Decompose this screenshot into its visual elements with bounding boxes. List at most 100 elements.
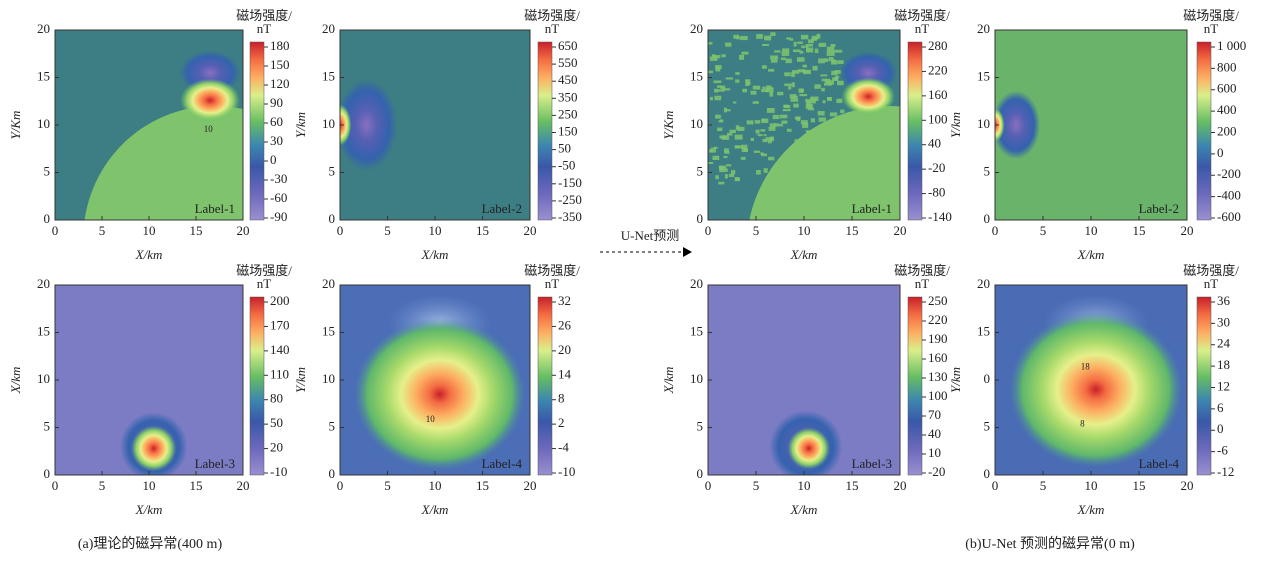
contour-label: 10 xyxy=(204,124,214,134)
field-noise xyxy=(708,70,714,74)
y-tick-label: 20 xyxy=(322,276,335,291)
field-noise xyxy=(791,72,795,77)
field-noise xyxy=(820,130,829,135)
field-noise xyxy=(782,48,790,52)
field-noise xyxy=(753,150,761,153)
field-noise xyxy=(724,168,728,172)
field-noise xyxy=(708,161,714,165)
y-tick-label: 5 xyxy=(984,163,991,178)
field-noise xyxy=(836,170,841,174)
x-tick-label: 5 xyxy=(753,478,760,493)
field-noise xyxy=(817,145,825,148)
field-noise xyxy=(756,169,761,175)
field-noise xyxy=(734,134,743,140)
colorbar xyxy=(1196,41,1212,221)
colorbar-tick-label: 110 xyxy=(270,366,289,381)
field-noise xyxy=(774,177,779,182)
colorbar-title: nT xyxy=(545,21,560,36)
colorbar-tick-label: 350 xyxy=(558,89,578,104)
plot-area xyxy=(708,285,900,475)
field-noise xyxy=(735,79,740,83)
field-noise xyxy=(742,88,748,93)
y-tick-label: 0 xyxy=(697,466,704,481)
x-axis-label: X/km xyxy=(1077,502,1105,517)
colorbar-tick-label: -60 xyxy=(270,190,287,205)
field-noise xyxy=(824,157,832,162)
field-noise xyxy=(811,96,819,102)
x-tick-label: 20 xyxy=(237,478,250,493)
field-noise xyxy=(725,42,732,47)
field-noise xyxy=(811,35,819,40)
y-tick-label: 10 xyxy=(322,371,335,386)
panel-label: Label-2 xyxy=(482,201,522,216)
colorbar xyxy=(537,296,553,476)
y-tick-label: 15 xyxy=(322,323,335,338)
field-noise xyxy=(798,88,804,93)
field-noise xyxy=(802,64,808,68)
y-tick-label: 20 xyxy=(977,21,990,36)
colorbar-tick-label: -10 xyxy=(558,464,575,479)
field-noise xyxy=(736,36,740,40)
field-noise xyxy=(799,50,804,54)
x-tick-label: 20 xyxy=(237,223,250,238)
field-noise xyxy=(773,123,778,127)
field-noise xyxy=(768,68,775,72)
field-anomaly xyxy=(131,425,177,472)
field-noise xyxy=(824,58,829,63)
colorbar-tick-label: -80 xyxy=(928,185,945,200)
field-noise xyxy=(741,51,749,55)
field-anomaly xyxy=(1009,311,1183,468)
y-axis-label: Y/km xyxy=(948,112,963,138)
field-noise xyxy=(837,80,844,86)
arrow-label: U-Net预测 xyxy=(621,228,680,243)
field-noise xyxy=(836,178,844,182)
field-noise xyxy=(760,152,764,155)
panel-label: Label-4 xyxy=(1139,456,1180,471)
field-noise xyxy=(835,176,840,181)
x-axis-label: X/km xyxy=(135,502,163,517)
field-noise xyxy=(737,126,745,131)
colorbar-tick-label: 650 xyxy=(558,38,578,53)
x-tick-label: 10 xyxy=(1085,223,1098,238)
y-tick-label: 5 xyxy=(697,163,704,178)
caption: (a)理论的磁异常(400 m) xyxy=(78,536,223,552)
field-noise xyxy=(808,162,814,167)
field-noise xyxy=(818,117,826,122)
field-noise xyxy=(735,177,739,181)
colorbar-tick-label: 180 xyxy=(270,38,290,53)
plot-area xyxy=(995,30,1187,220)
field-noise xyxy=(836,98,843,104)
field-noise xyxy=(723,88,731,91)
y-tick-label: 5 xyxy=(44,418,51,433)
field-noise xyxy=(794,139,803,142)
colorbar-tick-label: 30 xyxy=(270,133,283,148)
field-noise xyxy=(756,34,763,39)
colorbar-tick-label: 120 xyxy=(270,76,290,91)
x-axis-label: X/km xyxy=(421,247,449,262)
y-tick-label: 20 xyxy=(690,21,703,36)
field-noise xyxy=(792,95,798,98)
field-noise xyxy=(819,178,828,184)
plot-area xyxy=(55,30,243,220)
field-noise xyxy=(798,151,802,154)
field-noise xyxy=(733,34,740,39)
colorbar xyxy=(907,41,923,221)
field-noise xyxy=(841,150,848,155)
field-noise xyxy=(766,87,774,93)
field-noise xyxy=(826,121,831,125)
plot-area xyxy=(340,30,530,220)
field-noise xyxy=(752,85,761,90)
colorbar-tick-label: 130 xyxy=(928,369,948,384)
field-noise xyxy=(788,86,792,90)
field-noise xyxy=(802,70,809,73)
field-anomaly xyxy=(340,79,397,171)
field-noise xyxy=(830,43,836,47)
field-noise xyxy=(718,181,725,185)
colorbar-title: nT xyxy=(257,276,272,291)
field-noise xyxy=(715,65,722,70)
field-noise xyxy=(761,153,768,157)
x-tick-label: 10 xyxy=(143,478,156,493)
colorbar-title: 磁场强度/ xyxy=(894,263,950,278)
field-noise xyxy=(825,164,831,170)
field-noise xyxy=(717,89,725,92)
